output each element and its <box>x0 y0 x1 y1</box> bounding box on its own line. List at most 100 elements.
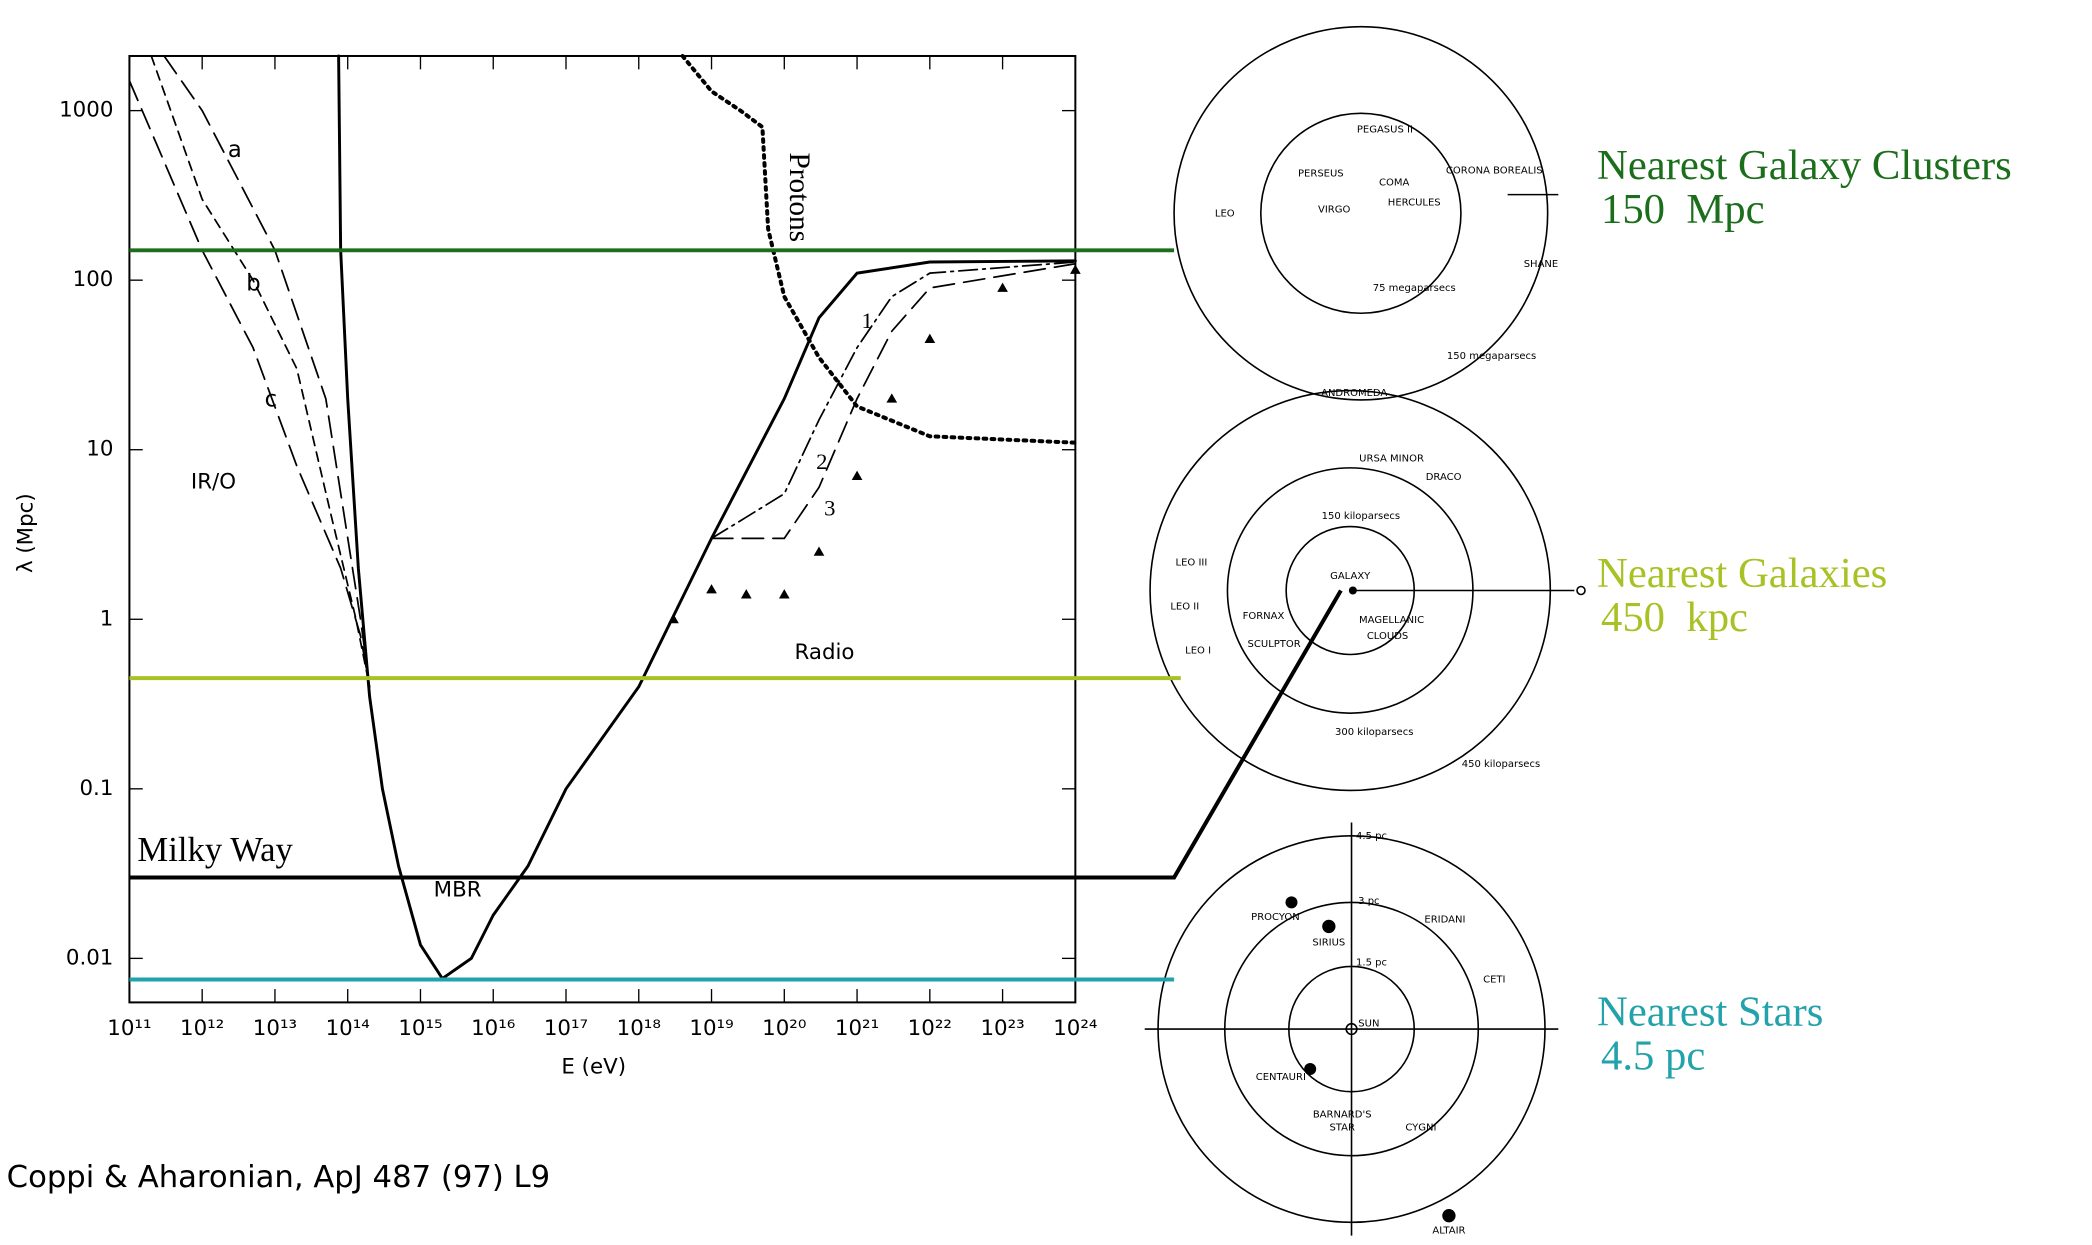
y-tick-label: 1000 <box>59 98 113 123</box>
map-label: 150 kiloparsecs <box>1322 511 1400 522</box>
reference-name: Milky Way <box>137 831 293 869</box>
series-line <box>710 262 1077 540</box>
map-label: LEO <box>1215 208 1235 219</box>
series-line <box>128 79 371 688</box>
x-tick-label: 10¹⁶ <box>471 1016 515 1041</box>
reference-distance: 450 kpc <box>1601 594 1748 641</box>
y-tick-label: 100 <box>73 267 114 292</box>
x-tick-label: 10¹² <box>180 1016 224 1041</box>
map-label: ERIDANI <box>1424 915 1465 926</box>
x-tick-label: 10¹³ <box>253 1016 297 1041</box>
y-axis-label: λ (Mpc) <box>14 493 39 573</box>
map-label: SIRIUS <box>1312 937 1345 948</box>
reference-line <box>129 589 1343 880</box>
series-line <box>710 261 1077 540</box>
map-label: URSA MINOR <box>1359 454 1424 465</box>
series-label: b <box>246 270 260 296</box>
triangle-marker <box>886 393 898 403</box>
map-label: 3 pc <box>1358 896 1379 907</box>
reference-name: Nearest Stars <box>1597 989 1823 1036</box>
map-label: HERCULES <box>1388 198 1441 209</box>
map-label: MAGELLANIC <box>1359 615 1424 626</box>
reference-name: Nearest Galaxy Clusters <box>1597 142 2012 189</box>
series-line <box>150 55 371 688</box>
map-label: LEO I <box>1185 645 1211 656</box>
map-label: 75 megaparsecs <box>1373 283 1456 294</box>
series-line <box>680 53 1078 445</box>
x-tick-label: 10²² <box>908 1016 952 1041</box>
x-tick-label: 10¹⁸ <box>617 1016 661 1041</box>
triangle-marker <box>668 613 679 624</box>
map-label: CETI <box>1483 975 1505 986</box>
triangle-marker <box>924 333 936 343</box>
series-label: 3 <box>824 496 835 521</box>
x-tick-label: 10¹¹ <box>107 1016 151 1041</box>
triangle-marker <box>813 546 825 556</box>
triangle-marker <box>740 589 752 599</box>
map-label: VIRGO <box>1318 204 1351 215</box>
map-label: LEO II <box>1170 602 1199 613</box>
plot-frame <box>128 54 1077 1004</box>
x-tick-label: 10²³ <box>980 1016 1024 1041</box>
map-label: 1.5 pc <box>1356 957 1387 968</box>
map-label: ALTAIR <box>1432 1225 1465 1236</box>
y-tick-label: 0.1 <box>79 776 113 801</box>
y-tick-label: 10 <box>86 437 113 462</box>
x-tick-label: 10²¹ <box>835 1016 879 1041</box>
y-tick-label: 0.01 <box>66 945 114 970</box>
reference-name: Nearest Galaxies <box>1597 550 1887 597</box>
y-tick-label: 1 <box>100 606 114 631</box>
series-label: a <box>228 137 242 163</box>
map-label: 4.5 pc <box>1356 831 1387 842</box>
triangle-marker <box>778 589 790 599</box>
map-label: ANDROMEDA <box>1321 388 1387 399</box>
map-label: PROCYON <box>1251 912 1300 923</box>
map-label: DRACO <box>1426 472 1462 483</box>
series-label: Protons <box>783 152 815 242</box>
series-label: 1 <box>862 308 873 333</box>
x-tick-label: 10¹⁹ <box>689 1016 733 1041</box>
triangle-marker <box>851 470 863 480</box>
x-tick-label: 10¹⁴ <box>326 1016 370 1041</box>
series-label: 2 <box>816 449 827 474</box>
map-label: 300 kiloparsecs <box>1335 727 1413 738</box>
citation: Coppi & Aharonian, ApJ 487 (97) L9 <box>7 1160 550 1195</box>
x-tick-label: 10¹⁷ <box>544 1016 588 1041</box>
x-tick-label: 10²⁴ <box>1053 1016 1097 1041</box>
map-label: SUN <box>1358 1019 1379 1030</box>
triangle-marker <box>1070 264 1081 274</box>
map-label: 450 kiloparsecs <box>1462 759 1540 770</box>
map-label: PERSEUS <box>1298 168 1344 179</box>
map-label: PEGASUS II <box>1357 124 1413 135</box>
x-axis-label: E (eV) <box>561 1055 626 1080</box>
map-stars <box>1285 586 1456 1223</box>
map-label: GALAXY <box>1330 571 1371 582</box>
map-label: CYGNI <box>1405 1123 1436 1134</box>
map-decor <box>1144 25 1586 1236</box>
triangle-marker <box>706 584 717 594</box>
map-label: SCULPTOR <box>1248 639 1301 650</box>
map-label: CORONA BOREALIS <box>1446 166 1543 177</box>
annotation: Radio <box>795 640 855 665</box>
annotation: MBR <box>434 877 482 902</box>
map-label: LEO III <box>1176 558 1208 569</box>
map-label: CENTAURI <box>1256 1072 1306 1083</box>
map-label: CLOUDS <box>1367 631 1408 642</box>
triangle-marker <box>997 282 1008 292</box>
series-line <box>337 54 1077 981</box>
map-label: FORNAX <box>1243 611 1285 622</box>
map-label: STAR <box>1329 1123 1355 1134</box>
series-line <box>163 55 371 688</box>
map-label: COMA <box>1379 178 1409 189</box>
map-label: SHANE <box>1524 259 1559 270</box>
series-label: c <box>265 386 277 412</box>
map-label: 150 megaparsecs <box>1447 351 1536 362</box>
x-tick-label: 10²⁰ <box>762 1016 806 1041</box>
reference-distance: 150 Mpc <box>1601 186 1765 233</box>
map-label: BARNARD'S <box>1313 1109 1372 1120</box>
annotation: IR/O <box>191 470 236 495</box>
x-tick-label: 10¹⁵ <box>398 1016 442 1041</box>
reference-distance: 4.5 pc <box>1601 1033 1705 1080</box>
